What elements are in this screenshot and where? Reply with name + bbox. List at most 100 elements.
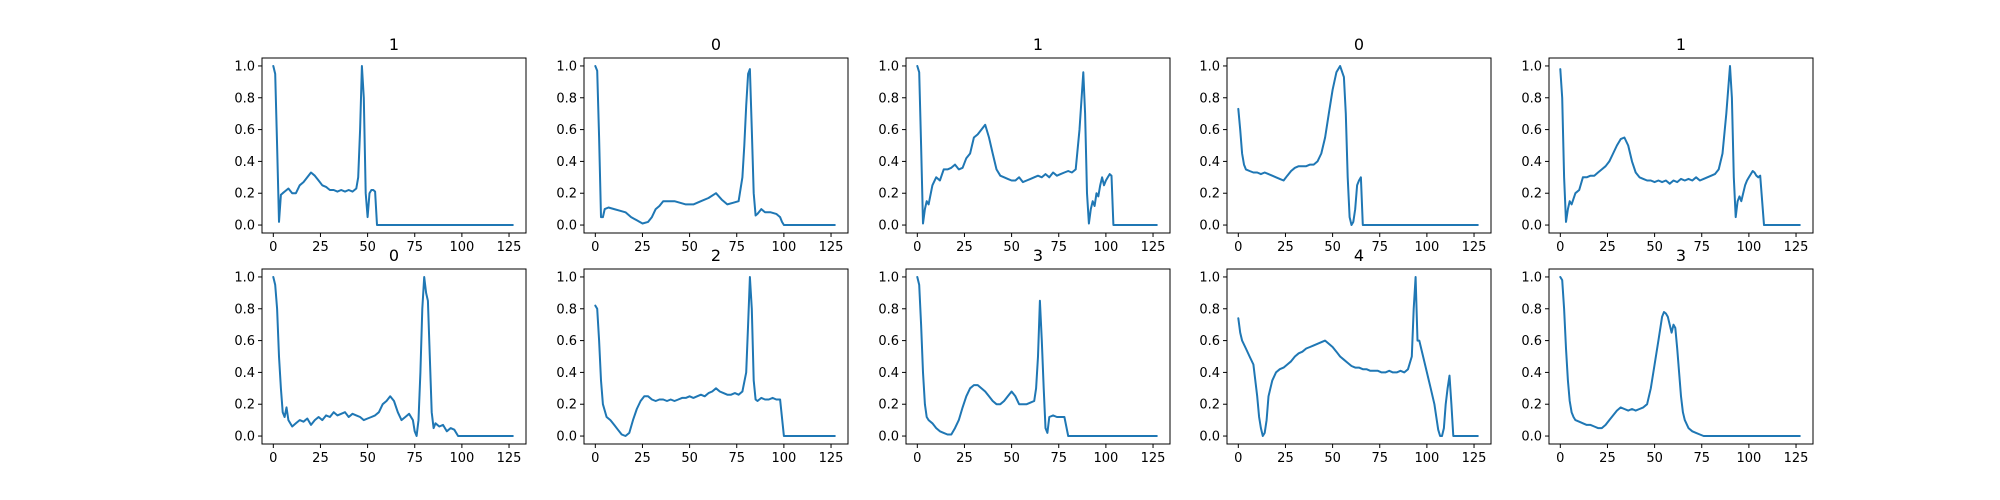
axes-frame bbox=[1226, 57, 1492, 234]
y-tick-label: 0.2 bbox=[878, 398, 899, 413]
y-tick-label: 0.2 bbox=[556, 398, 577, 413]
subplot-title: 0 bbox=[1354, 35, 1364, 54]
x-tick-label: 0 bbox=[269, 451, 277, 466]
axes-frame bbox=[905, 57, 1171, 234]
axes-frame bbox=[1226, 268, 1492, 445]
series-line bbox=[1237, 276, 1479, 437]
subplot-9: 4 0.0 0.2 0.4 0.6 0.8 1.0 0 25 50 75 100 125 bbox=[1199, 246, 1492, 466]
subplot-title: 0 bbox=[711, 35, 721, 54]
x-tick-label: 125 bbox=[1462, 451, 1487, 466]
x-tick-label: 75 bbox=[1371, 240, 1388, 255]
x-tick-label: 125 bbox=[1784, 240, 1809, 255]
series-line bbox=[594, 276, 836, 437]
y-tick-label: 0.4 bbox=[878, 155, 899, 170]
axes-frame bbox=[261, 268, 527, 445]
y-tick-label: 0.8 bbox=[234, 302, 255, 317]
y-tick-label: 0.6 bbox=[1521, 334, 1542, 349]
series-line bbox=[272, 276, 514, 437]
x-tick-label: 0 bbox=[913, 240, 921, 255]
subplot-10: 3 0.0 0.2 0.4 0.6 0.8 1.0 0 25 50 75 100 125 bbox=[1521, 246, 1814, 466]
x-tick-label: 25 bbox=[312, 240, 329, 255]
y-tick-label: 0.4 bbox=[556, 155, 577, 170]
x-tick-label: 0 bbox=[913, 451, 921, 466]
x-tick-label: 0 bbox=[1234, 240, 1242, 255]
y-tick-label: 0.6 bbox=[234, 334, 255, 349]
x-tick-label: 75 bbox=[406, 451, 423, 466]
y-tick-label: 0.2 bbox=[234, 398, 255, 413]
x-tick-label: 0 bbox=[1234, 451, 1242, 466]
y-tick-label: 0.0 bbox=[878, 430, 899, 445]
y-tick-label: 0.0 bbox=[556, 219, 577, 234]
x-tick-label: 50 bbox=[359, 240, 376, 255]
y-tick-label: 0.6 bbox=[1521, 123, 1542, 138]
y-tick-label: 0.2 bbox=[1199, 398, 1220, 413]
y-tick-label: 0.2 bbox=[234, 187, 255, 202]
y-tick-label: 0.4 bbox=[878, 366, 899, 381]
x-tick-label: 125 bbox=[819, 240, 844, 255]
x-tick-label: 75 bbox=[406, 240, 423, 255]
x-tick-label: 50 bbox=[1003, 451, 1020, 466]
y-tick-label: 1.0 bbox=[1521, 59, 1542, 74]
x-tick-label: 125 bbox=[1462, 240, 1487, 255]
x-tick-label: 50 bbox=[1646, 240, 1663, 255]
y-tick-label: 0.6 bbox=[234, 123, 255, 138]
y-tick-label: 1.0 bbox=[1199, 270, 1220, 285]
y-tick-label: 0.0 bbox=[878, 219, 899, 234]
subplot-8: 3 0.0 0.2 0.4 0.6 0.8 1.0 0 25 50 75 100 125 bbox=[878, 246, 1171, 466]
x-tick-label: 100 bbox=[449, 451, 474, 466]
y-tick-label: 0.0 bbox=[1521, 430, 1542, 445]
x-tick-label: 0 bbox=[1556, 240, 1564, 255]
x-tick-label: 125 bbox=[497, 240, 522, 255]
y-tick-label: 0.8 bbox=[1199, 91, 1220, 106]
x-tick-label: 75 bbox=[1693, 240, 1710, 255]
x-tick-label: 100 bbox=[1093, 240, 1118, 255]
axes-frame bbox=[583, 57, 849, 234]
y-tick-label: 1.0 bbox=[556, 270, 577, 285]
x-tick-label: 50 bbox=[1324, 240, 1341, 255]
y-tick-label: 1.0 bbox=[234, 270, 255, 285]
x-tick-label: 0 bbox=[591, 240, 599, 255]
y-tick-label: 0.6 bbox=[556, 123, 577, 138]
x-tick-label: 75 bbox=[728, 451, 745, 466]
y-tick-label: 0.8 bbox=[556, 302, 577, 317]
x-tick-label: 0 bbox=[591, 451, 599, 466]
series-line bbox=[1559, 276, 1801, 437]
y-tick-label: 1.0 bbox=[1199, 59, 1220, 74]
x-tick-label: 75 bbox=[1693, 451, 1710, 466]
y-tick-label: 0.2 bbox=[1521, 187, 1542, 202]
y-tick-label: 0.0 bbox=[234, 219, 255, 234]
y-tick-label: 1.0 bbox=[556, 59, 577, 74]
x-tick-label: 75 bbox=[1050, 240, 1067, 255]
x-tick-label: 50 bbox=[681, 451, 698, 466]
series-line bbox=[272, 65, 514, 226]
y-tick-label: 0.6 bbox=[556, 334, 577, 349]
y-tick-label: 0.0 bbox=[1199, 219, 1220, 234]
y-tick-label: 0.0 bbox=[1199, 430, 1220, 445]
x-tick-label: 125 bbox=[819, 451, 844, 466]
y-tick-label: 0.8 bbox=[878, 91, 899, 106]
y-tick-label: 0.8 bbox=[1521, 302, 1542, 317]
subplot-title: 3 bbox=[1033, 246, 1043, 265]
y-tick-label: 0.2 bbox=[878, 187, 899, 202]
y-tick-label: 0.6 bbox=[1199, 123, 1220, 138]
x-tick-label: 50 bbox=[681, 240, 698, 255]
x-tick-label: 75 bbox=[1371, 451, 1388, 466]
x-tick-label: 125 bbox=[1141, 451, 1166, 466]
x-tick-label: 75 bbox=[1050, 451, 1067, 466]
subplot-title: 3 bbox=[1676, 246, 1686, 265]
y-tick-label: 0.8 bbox=[234, 91, 255, 106]
y-tick-label: 1.0 bbox=[1521, 270, 1542, 285]
series-line bbox=[916, 276, 1158, 437]
x-tick-label: 25 bbox=[1277, 240, 1294, 255]
x-tick-label: 100 bbox=[1414, 451, 1439, 466]
series-line bbox=[594, 65, 836, 226]
subplot-title: 4 bbox=[1354, 246, 1364, 265]
x-tick-label: 50 bbox=[1646, 451, 1663, 466]
subplot-title: 1 bbox=[389, 35, 399, 54]
x-tick-label: 0 bbox=[1556, 451, 1564, 466]
y-tick-label: 0.6 bbox=[878, 123, 899, 138]
x-tick-label: 25 bbox=[634, 451, 651, 466]
y-tick-label: 0.2 bbox=[1521, 398, 1542, 413]
x-tick-label: 25 bbox=[634, 240, 651, 255]
